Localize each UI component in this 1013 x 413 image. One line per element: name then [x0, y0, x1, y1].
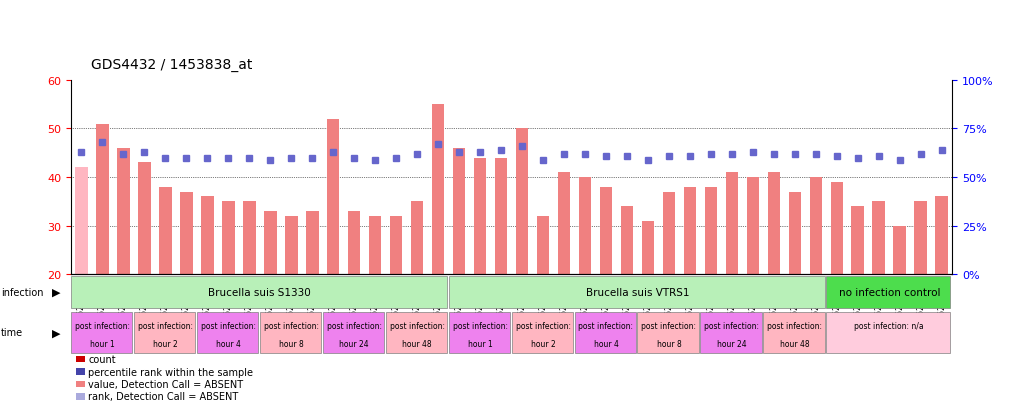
Text: hour 48: hour 48: [402, 339, 432, 348]
Text: Brucella suis VTRS1: Brucella suis VTRS1: [586, 287, 689, 297]
Bar: [411, 202, 423, 275]
FancyBboxPatch shape: [574, 312, 636, 353]
FancyBboxPatch shape: [71, 276, 447, 308]
Bar: [159, 188, 171, 275]
FancyBboxPatch shape: [197, 312, 258, 353]
Text: hour 48: hour 48: [780, 339, 809, 348]
Bar: [201, 197, 214, 275]
FancyBboxPatch shape: [827, 276, 950, 308]
Bar: [180, 192, 192, 275]
Bar: [264, 211, 277, 275]
Bar: [768, 173, 780, 275]
FancyBboxPatch shape: [449, 312, 510, 353]
Bar: [453, 148, 465, 275]
Bar: [558, 173, 570, 275]
Bar: [327, 119, 339, 275]
FancyBboxPatch shape: [71, 312, 132, 353]
Bar: [369, 216, 382, 275]
Text: hour 24: hour 24: [717, 339, 747, 348]
Bar: [474, 158, 486, 275]
Bar: [432, 105, 445, 275]
FancyBboxPatch shape: [827, 312, 950, 353]
FancyBboxPatch shape: [386, 312, 447, 353]
Bar: [75, 168, 88, 275]
Bar: [831, 183, 843, 275]
Bar: [705, 188, 717, 275]
Bar: [809, 178, 823, 275]
Text: value, Detection Call = ABSENT: value, Detection Call = ABSENT: [88, 379, 243, 389]
Bar: [788, 192, 801, 275]
Text: post infection:: post infection:: [326, 321, 382, 330]
Text: post infection:: post infection:: [767, 321, 823, 330]
Text: hour 2: hour 2: [531, 339, 555, 348]
Text: GDS4432 / 1453838_at: GDS4432 / 1453838_at: [91, 58, 252, 72]
Bar: [872, 202, 885, 275]
Text: hour 2: hour 2: [153, 339, 177, 348]
Bar: [347, 211, 361, 275]
Text: Brucella suis S1330: Brucella suis S1330: [209, 287, 311, 297]
Bar: [641, 221, 654, 275]
Text: post infection:: post infection:: [704, 321, 760, 330]
Text: post infection:: post infection:: [75, 321, 130, 330]
Bar: [621, 206, 633, 275]
Bar: [915, 202, 927, 275]
FancyBboxPatch shape: [512, 312, 572, 353]
Bar: [725, 173, 738, 275]
Text: post infection:: post infection:: [263, 321, 319, 330]
Bar: [663, 192, 676, 275]
Bar: [578, 178, 592, 275]
Bar: [285, 216, 298, 275]
Bar: [118, 148, 130, 275]
Bar: [243, 202, 255, 275]
Text: post infection:: post infection:: [453, 321, 508, 330]
Bar: [852, 206, 864, 275]
Text: post infection:: post infection:: [516, 321, 570, 330]
Text: hour 24: hour 24: [339, 339, 369, 348]
Bar: [96, 124, 108, 275]
Text: post infection:: post infection:: [578, 321, 633, 330]
Text: post infection: n/a: post infection: n/a: [854, 321, 924, 330]
Text: time: time: [1, 328, 23, 337]
Bar: [684, 188, 696, 275]
Text: percentile rank within the sample: percentile rank within the sample: [88, 367, 253, 377]
Bar: [600, 188, 612, 275]
Text: no infection control: no infection control: [839, 287, 940, 297]
Text: hour 4: hour 4: [594, 339, 618, 348]
Bar: [306, 211, 318, 275]
Text: count: count: [88, 354, 115, 364]
Text: rank, Detection Call = ABSENT: rank, Detection Call = ABSENT: [88, 392, 238, 401]
Bar: [494, 158, 508, 275]
Bar: [935, 197, 948, 275]
Text: ▶: ▶: [53, 328, 61, 337]
FancyBboxPatch shape: [323, 312, 384, 353]
Bar: [537, 216, 549, 275]
Text: hour 1: hour 1: [468, 339, 492, 348]
Bar: [138, 163, 151, 275]
Text: post infection:: post infection:: [201, 321, 256, 330]
Text: ▶: ▶: [53, 287, 61, 297]
Bar: [222, 202, 235, 275]
Text: post infection:: post infection:: [138, 321, 192, 330]
FancyBboxPatch shape: [637, 312, 699, 353]
Text: hour 8: hour 8: [279, 339, 304, 348]
Text: infection: infection: [1, 287, 44, 297]
FancyBboxPatch shape: [259, 312, 321, 353]
Bar: [390, 216, 402, 275]
Text: post infection:: post infection:: [641, 321, 697, 330]
FancyBboxPatch shape: [134, 312, 196, 353]
Text: hour 8: hour 8: [656, 339, 682, 348]
FancyBboxPatch shape: [700, 312, 762, 353]
Text: hour 1: hour 1: [90, 339, 114, 348]
Text: hour 4: hour 4: [216, 339, 241, 348]
FancyBboxPatch shape: [764, 312, 825, 353]
Bar: [893, 226, 906, 275]
Text: post infection:: post infection:: [390, 321, 445, 330]
Bar: [516, 129, 529, 275]
FancyBboxPatch shape: [449, 276, 825, 308]
Bar: [747, 178, 759, 275]
